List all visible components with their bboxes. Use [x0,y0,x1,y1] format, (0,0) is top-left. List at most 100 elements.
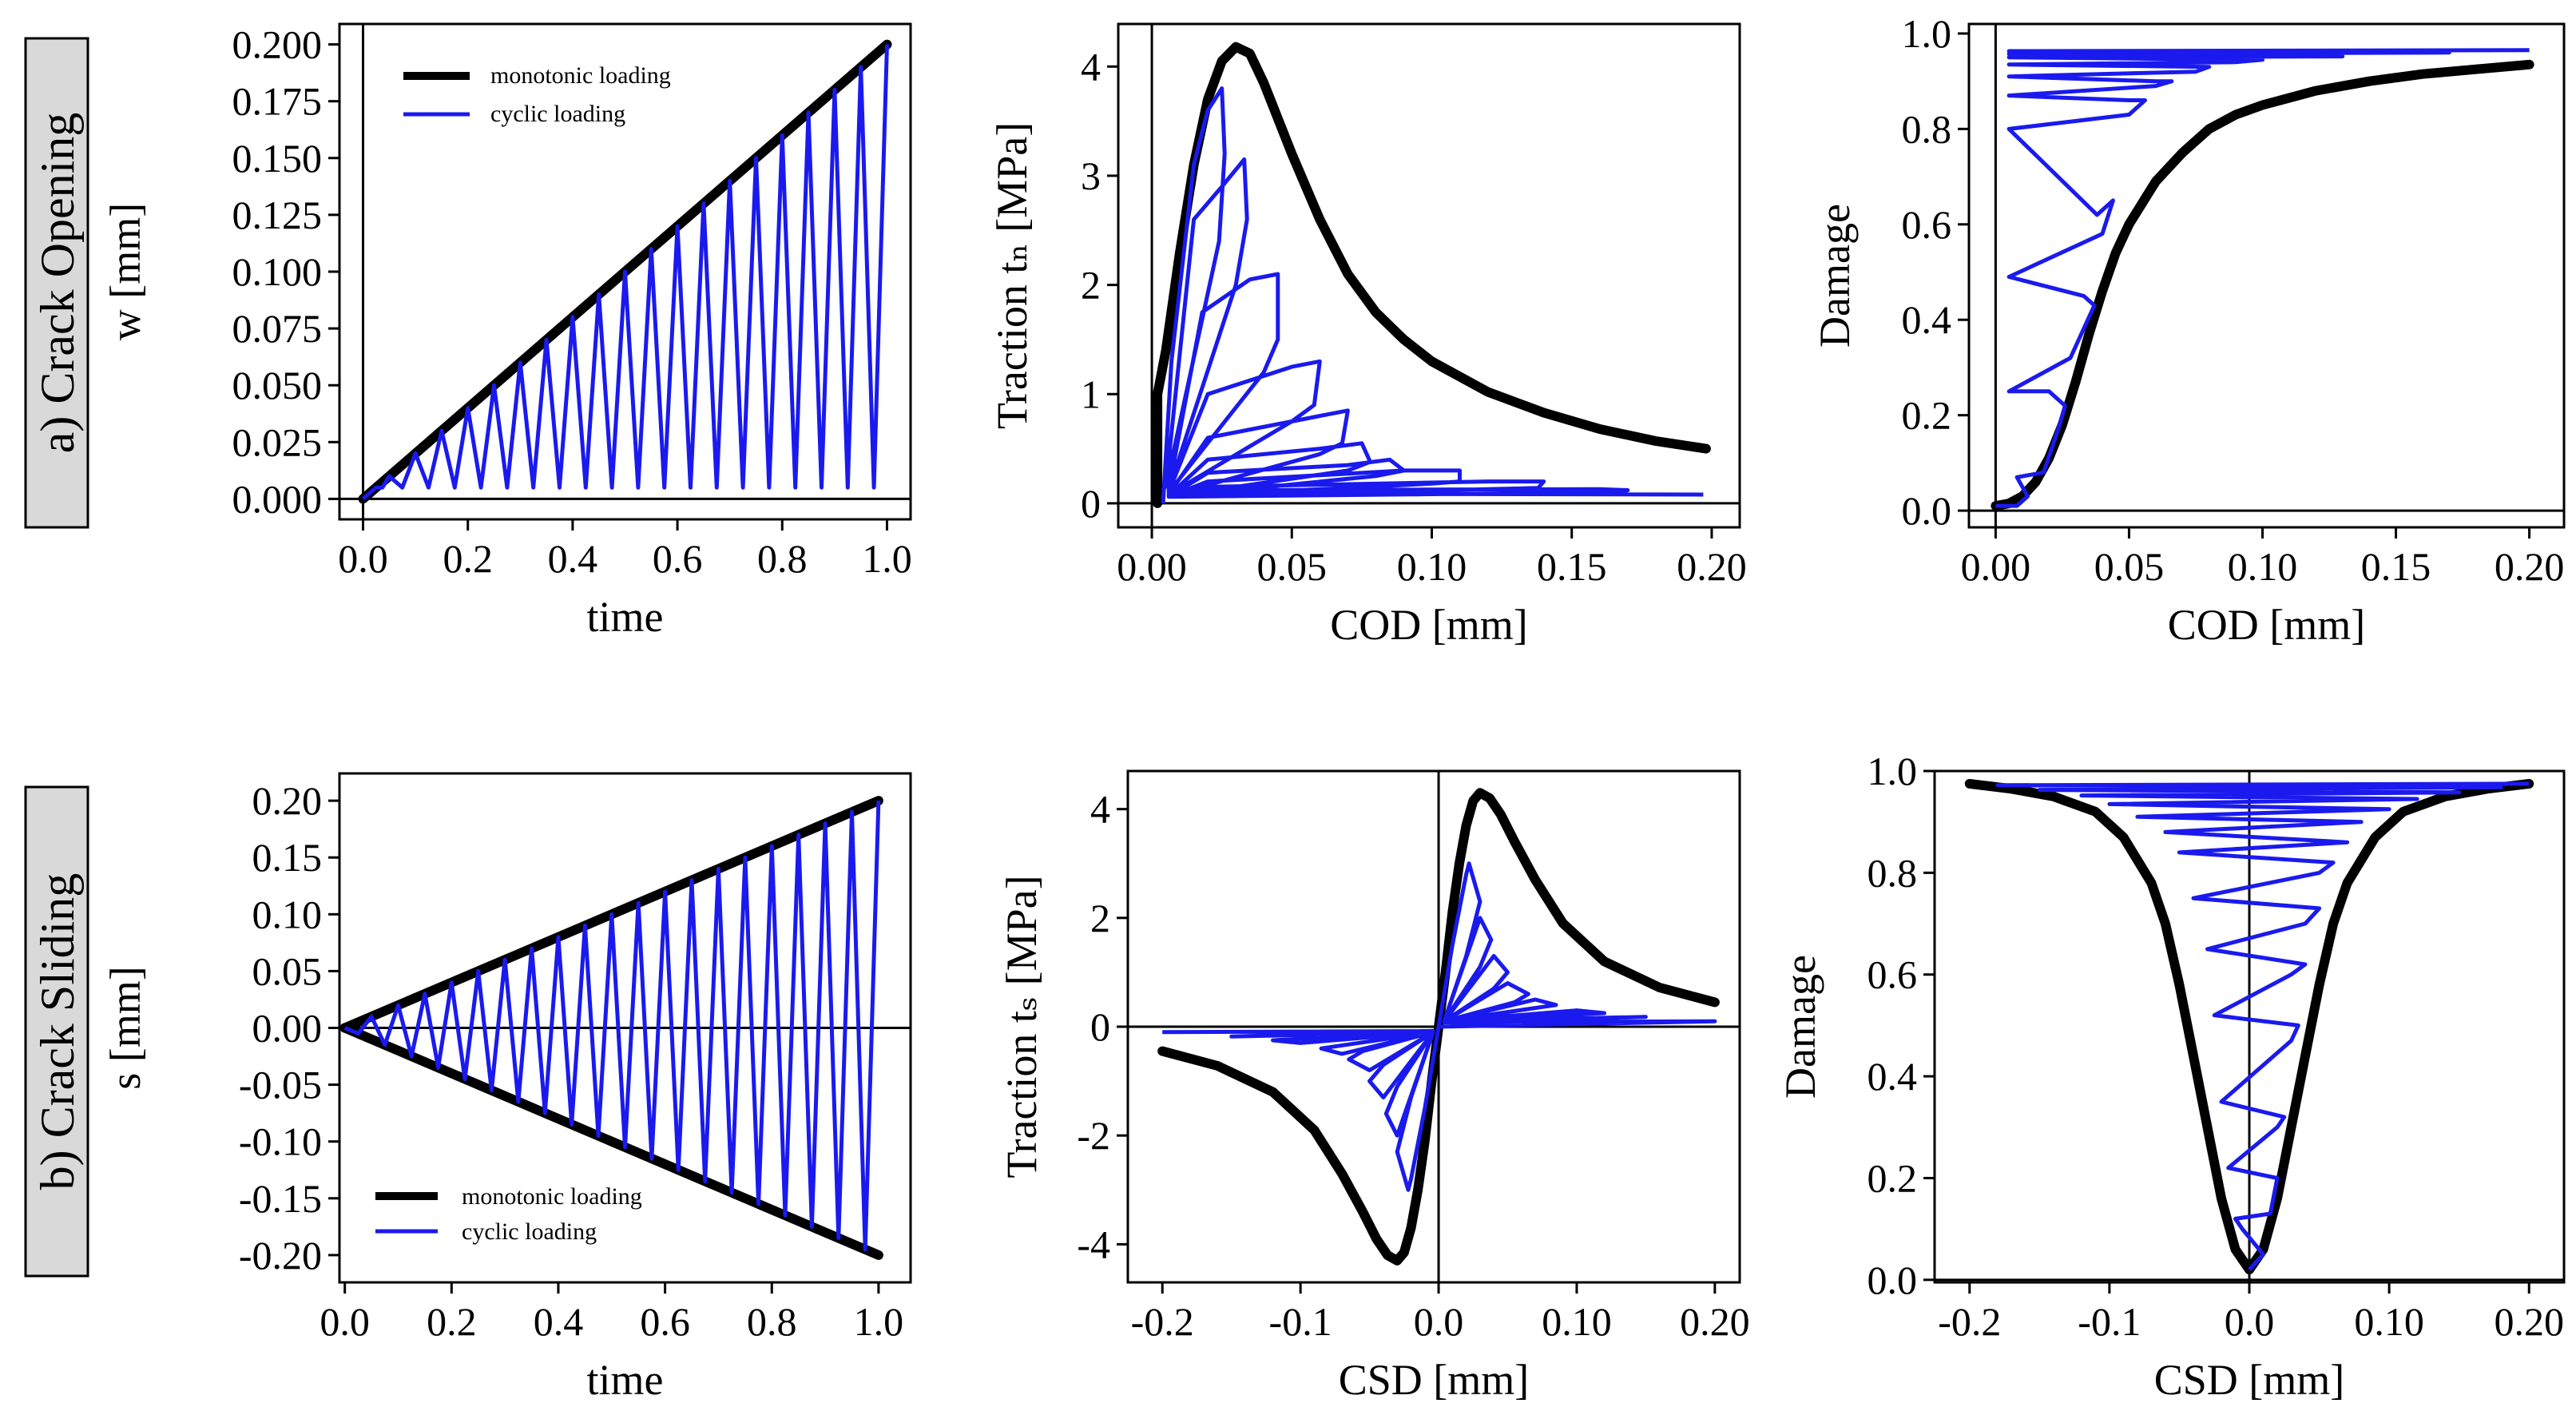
y-tick-label: 0.00 [252,1006,323,1051]
y-tick-label: 0.20 [252,778,323,823]
x-tick-label: 0.10 [2354,1299,2424,1344]
x-tick-label: 0.05 [2094,544,2165,589]
x-axis-label: COD [mm] [2168,601,2365,649]
legend-a1-cyclic-label: cyclic loading [490,101,625,127]
row-label-b-text: b) Crack Sliding [31,873,84,1190]
legend-b1-monotonic-label: monotonic loading [462,1183,642,1210]
legend-b1-cyclic-label: cyclic loading [462,1218,597,1245]
x-tick-label: 0.10 [2228,544,2298,589]
row-label-a-text: a) Crack Opening [31,113,84,454]
y-tick-label: 0.2 [1868,1155,1918,1200]
y-tick-label: 1.0 [1868,749,1918,793]
y-tick-label: 0.200 [232,22,323,67]
legend-b1: monotonic loading cyclic loading [375,1183,642,1245]
chart-crack-opening-traction-cod: 0.00 0.05 0.10 0.15 0.20 0 1 2 3 4 COD [mm] Tractio… [988,22,1747,649]
legend-a1: monotonic loading cyclic loading [403,62,671,127]
x-tick-label: -0.2 [1938,1299,2001,1344]
y-tick-label: -0.05 [239,1063,322,1107]
y-tick-label: 0.8 [1868,850,1918,895]
x-tick-label: 0.00 [1961,544,2031,589]
series-monotonic-line [339,1023,883,1260]
x-tick-label: 0.8 [757,536,808,581]
chart-crack-opening-w-time: 0.0 0.2 0.4 0.6 0.8 1.0 0.000 0.025 0.050 0.075 0.… [101,22,912,641]
y-tick-label: 0.4 [1868,1054,1918,1099]
y-axis-label: s [mm] [101,966,149,1090]
series-cyclic-line [1995,781,2530,1271]
x-tick-label: 0.15 [2361,544,2431,589]
x-axis-label: time [587,593,664,641]
y-tick-label: 0.125 [232,193,323,237]
y-tick-label: 0.05 [252,948,323,993]
y-axis-label: Damage [1776,955,1824,1099]
y-tick-label: 0.050 [232,363,323,407]
y-tick-label: 2 [1090,896,1110,940]
chart-crack-opening-damage-cod: 0.00 0.05 0.10 0.15 0.20 0.0 0.2 0.4 0.6 0.8 1.0 CO… [1811,11,2566,649]
x-tick-label: -0.2 [1131,1299,1194,1344]
y-tick-label: 0 [1090,1004,1110,1049]
x-tick-label: 0.6 [640,1299,690,1344]
x-tick-label: 0.2 [443,536,493,581]
series-cyclic-line [343,801,881,1252]
x-axis-label: CSD [mm] [1339,1356,1530,1404]
y-axis-label: w [mm] [101,203,149,340]
y-tick-label: -0.10 [239,1119,322,1164]
y-tick-label: -4 [1077,1222,1110,1266]
x-tick-label: 0.4 [548,536,598,581]
x-tick-label: 0.6 [653,536,703,581]
series-cyclic-line [1161,86,1704,504]
y-tick-label: 0.2 [1902,393,1952,438]
x-tick-label: 1.0 [862,536,912,581]
y-tick-label: 0.0 [1868,1258,1918,1302]
x-tick-label: 0.2 [427,1299,477,1344]
x-tick-label: 0.4 [534,1299,584,1344]
y-tick-label: 4 [1081,44,1101,89]
series-cyclic-line [1162,861,1717,1192]
chart-crack-sliding-s-time: 0.0 0.2 0.4 0.6 0.8 1.0 -0.20 -0.15 -0.10 -0.05 0.… [101,772,912,1404]
y-tick-label: 2 [1081,263,1101,308]
y-tick-label: 0.8 [1902,106,1952,151]
y-tick-label: 0.000 [232,476,323,521]
x-axis-label: COD [mm] [1330,601,1527,649]
row-label-b: b) Crack Sliding [24,785,89,1278]
y-tick-label: -2 [1077,1113,1110,1158]
y-axis-label: Traction tₙ [MPa] [988,122,1036,429]
y-tick-label: -0.20 [239,1233,322,1278]
y-tick-label: 0.6 [1868,952,1918,997]
y-tick-label: 1 [1081,372,1101,416]
row-label-a-box [24,37,89,529]
plot-frame [1117,22,1741,529]
x-tick-label: -0.1 [1269,1299,1332,1344]
y-tick-label: 0.075 [232,306,323,351]
y-axis-label: Traction tₛ [MPa] [998,875,1046,1178]
x-tick-label: 0.0 [338,536,388,581]
y-tick-label: 0.4 [1902,297,1952,342]
series-monotonic-line [1153,42,1711,508]
x-tick-label: 0.20 [1677,544,1747,589]
chart-crack-sliding-damage-csd: -0.2 -0.1 0.0 0.10 0.20 0.0 0.2 0.4 0.6 0.8 1.0 CSD… [1776,749,2566,1404]
y-tick-label: 0 [1081,481,1101,526]
y-tick-label: -0.15 [239,1176,322,1221]
y-tick-label: 0.0 [1902,488,1952,533]
y-tick-label: 0.150 [232,136,323,181]
y-tick-label: 0.025 [232,419,323,464]
x-tick-label: 0.05 [1257,544,1328,589]
y-axis-label: Damage [1811,204,1859,348]
x-tick-label: 0.20 [2495,544,2565,589]
y-tick-label: 1.0 [1902,11,1952,56]
x-tick-label: 0.20 [1680,1299,1750,1344]
y-tick-label: 0.6 [1902,202,1952,247]
y-tick-label: 0.100 [232,249,323,294]
chart-crack-sliding-traction-csd: -0.2 -0.1 0.0 0.10 0.20 -4 -2 0 2 4 CSD [mm] Tracti… [998,769,1750,1404]
y-tick-label: 0.175 [232,79,323,124]
x-tick-label: 0.00 [1117,544,1187,589]
series-cyclic-line [1995,48,2530,508]
x-tick-label: 1.0 [854,1299,904,1344]
y-tick-label: 0.15 [252,835,323,880]
plot-frame [1967,22,2566,529]
series-cyclic-line [361,44,889,501]
y-tick-label: 0.10 [252,892,323,936]
x-tick-label: 0.20 [2494,1299,2564,1344]
row-label-a: a) Crack Opening [24,37,89,529]
x-tick-label: -0.1 [2078,1299,2141,1344]
